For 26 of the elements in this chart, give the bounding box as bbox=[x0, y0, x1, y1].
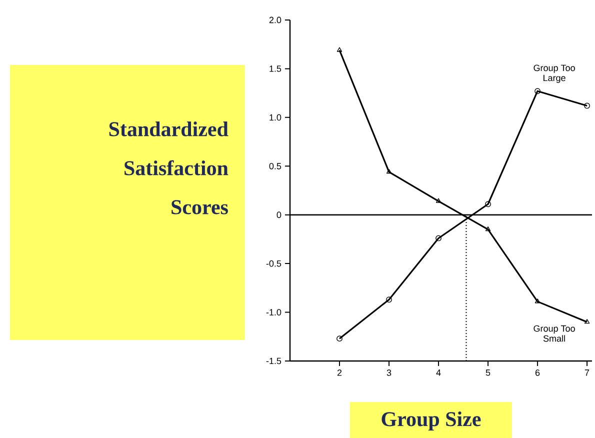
point bbox=[436, 235, 442, 242]
y-axis-title: Standardized Satisfaction Scores bbox=[109, 122, 228, 214]
series-label: Group Too Small bbox=[534, 325, 575, 342]
x-tick-label: 7 bbox=[584, 370, 590, 376]
point bbox=[534, 298, 540, 304]
x-tick-label: 2 bbox=[337, 370, 342, 376]
point bbox=[485, 201, 491, 208]
y-tick-label: 1.0 bbox=[270, 114, 282, 121]
point bbox=[386, 169, 392, 174]
point bbox=[436, 198, 442, 203]
x-tick-label: 6 bbox=[535, 370, 540, 376]
y-tick-label: 2.0 bbox=[269, 16, 282, 24]
y-tick-label: -0.5 bbox=[266, 260, 282, 267]
point bbox=[534, 88, 540, 94]
x-tick-label: 4 bbox=[436, 370, 441, 376]
x-tick-label: 5 bbox=[486, 370, 490, 376]
series-label: Group Too Large bbox=[534, 64, 575, 83]
y-tick-label: -1.0 bbox=[266, 309, 282, 316]
y-tick-label: 1.5 bbox=[270, 66, 282, 72]
point bbox=[485, 226, 491, 232]
point bbox=[386, 296, 392, 303]
y-tick-label: 0.5 bbox=[269, 162, 282, 170]
x-tick-label: 3 bbox=[386, 370, 392, 376]
x-axis-title: Group Size bbox=[382, 411, 481, 431]
y-tick-label: 0 bbox=[276, 212, 282, 218]
y-tick-label: -1.5 bbox=[266, 358, 282, 364]
